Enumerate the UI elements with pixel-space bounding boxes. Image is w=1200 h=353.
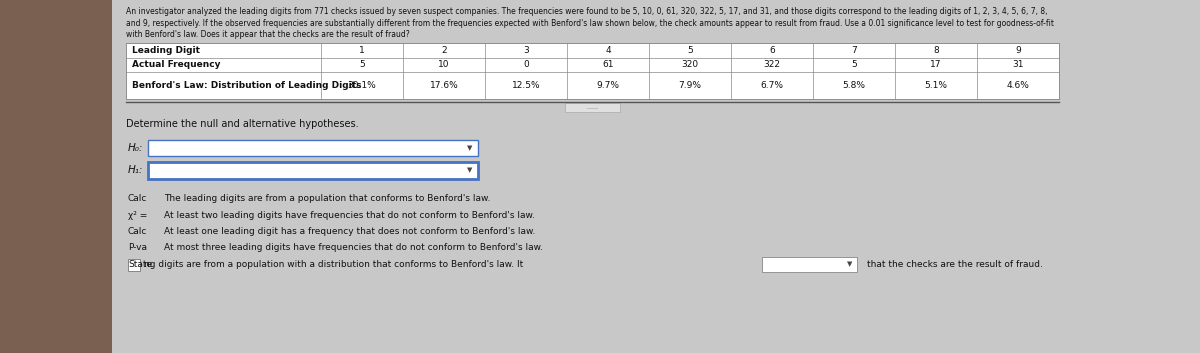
Text: ▼: ▼ bbox=[467, 145, 473, 151]
Text: 31: 31 bbox=[1013, 60, 1024, 69]
Text: 322: 322 bbox=[763, 60, 780, 69]
Text: At least two leading digits have frequencies that do not conform to Benford's la: At least two leading digits have frequen… bbox=[164, 210, 535, 220]
Text: and 9, respectively. If the observed frequencies are substantially different fro: and 9, respectively. If the observed fre… bbox=[126, 18, 1054, 28]
Text: 1: 1 bbox=[359, 46, 365, 55]
Text: 30.1%: 30.1% bbox=[348, 81, 377, 90]
Text: with Benford's law. Does it appear that the checks are the result of fraud?: with Benford's law. Does it appear that … bbox=[126, 30, 409, 39]
Text: 320: 320 bbox=[682, 60, 698, 69]
Bar bbox=[565, 102, 620, 112]
Bar bbox=[148, 162, 478, 179]
Text: 5.8%: 5.8% bbox=[842, 81, 865, 90]
Text: An investigator analyzed the leading digits from 771 checks issued by seven susp: An investigator analyzed the leading dig… bbox=[126, 7, 1048, 16]
Text: 5.1%: 5.1% bbox=[924, 81, 948, 90]
Text: 4: 4 bbox=[605, 46, 611, 55]
Text: Benford's Law: Distribution of Leading Digits: Benford's Law: Distribution of Leading D… bbox=[132, 81, 361, 90]
Bar bbox=[126, 43, 1060, 99]
Bar bbox=[128, 258, 140, 270]
Text: ......: ...... bbox=[587, 104, 599, 109]
Text: ▼: ▼ bbox=[847, 262, 853, 268]
Text: 3: 3 bbox=[523, 46, 529, 55]
Text: 5: 5 bbox=[688, 46, 692, 55]
Text: H₁:: H₁: bbox=[128, 165, 143, 175]
Text: ng digits are from a population with a distribution that conforms to Benford's l: ng digits are from a population with a d… bbox=[144, 260, 523, 269]
Bar bbox=[148, 139, 478, 156]
Bar bbox=[762, 257, 857, 272]
Text: 5: 5 bbox=[851, 60, 857, 69]
Text: 10: 10 bbox=[438, 60, 450, 69]
Text: 2: 2 bbox=[442, 46, 446, 55]
Text: 5: 5 bbox=[359, 60, 365, 69]
Text: 7.9%: 7.9% bbox=[678, 81, 702, 90]
Text: Actual Frequency: Actual Frequency bbox=[132, 60, 221, 69]
Text: Calc: Calc bbox=[128, 194, 148, 203]
Text: 12.5%: 12.5% bbox=[511, 81, 540, 90]
Text: χ² =: χ² = bbox=[128, 210, 148, 220]
Text: that the checks are the result of fraud.: that the checks are the result of fraud. bbox=[866, 260, 1043, 269]
Text: 0: 0 bbox=[523, 60, 529, 69]
Text: State: State bbox=[128, 260, 152, 269]
Text: At most three leading digits have frequencies that do not conform to Benford's l: At most three leading digits have freque… bbox=[164, 244, 542, 252]
Text: 6: 6 bbox=[769, 46, 775, 55]
Text: H₀:: H₀: bbox=[128, 143, 143, 153]
Text: Calc: Calc bbox=[128, 227, 148, 236]
Text: P-va: P-va bbox=[128, 244, 148, 252]
Text: Leading Digit: Leading Digit bbox=[132, 46, 200, 55]
Text: 8: 8 bbox=[934, 46, 938, 55]
Text: 9.7%: 9.7% bbox=[596, 81, 619, 90]
Text: 4.6%: 4.6% bbox=[1007, 81, 1030, 90]
Text: 7: 7 bbox=[851, 46, 857, 55]
Text: 17: 17 bbox=[930, 60, 942, 69]
Text: Determine the null and alternative hypotheses.: Determine the null and alternative hypot… bbox=[126, 119, 359, 128]
Text: The leading digits are from a population that conforms to Benford's law.: The leading digits are from a population… bbox=[164, 194, 491, 203]
Text: 6.7%: 6.7% bbox=[761, 81, 784, 90]
Text: 17.6%: 17.6% bbox=[430, 81, 458, 90]
Text: 9: 9 bbox=[1015, 46, 1021, 55]
Text: ▼: ▼ bbox=[467, 167, 473, 173]
Text: 61: 61 bbox=[602, 60, 613, 69]
Text: At least one leading digit has a frequency that does not conform to Benford's la: At least one leading digit has a frequen… bbox=[164, 227, 535, 236]
